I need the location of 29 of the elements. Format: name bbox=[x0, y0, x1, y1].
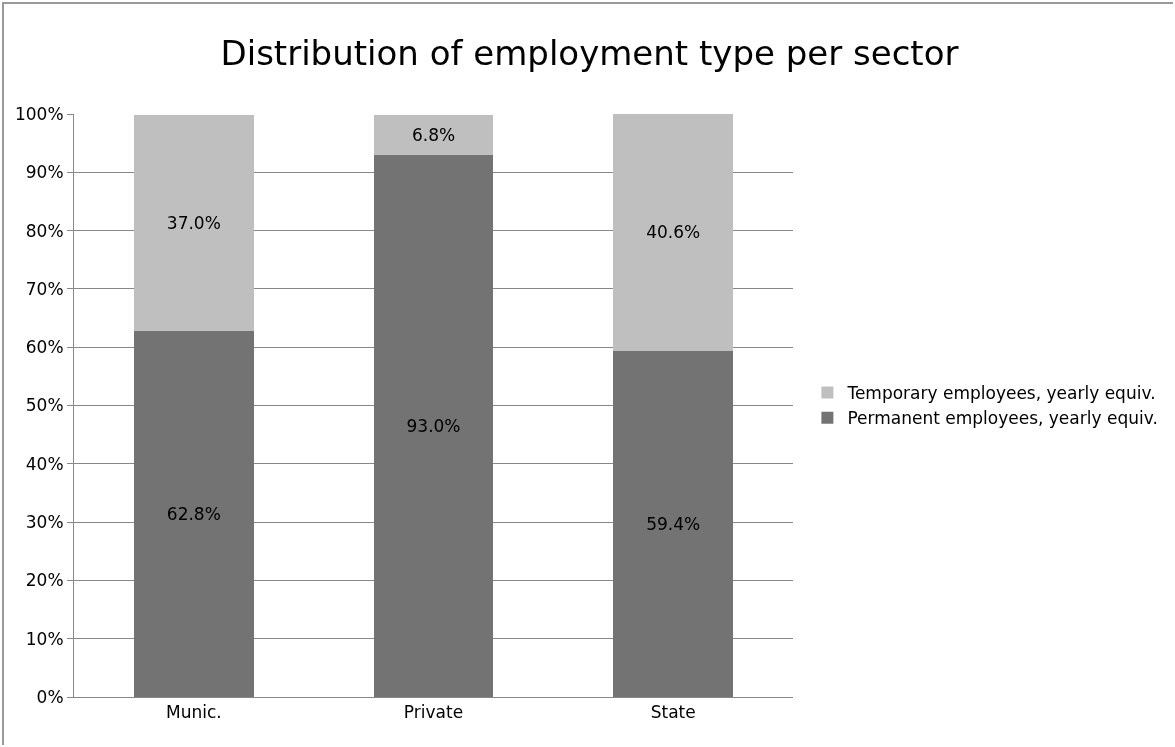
data-label: 37.0% bbox=[166, 213, 221, 234]
bar bbox=[613, 114, 734, 351]
y-tick-label: 60% bbox=[25, 337, 64, 358]
bar bbox=[133, 115, 254, 331]
y-tick-label: 50% bbox=[25, 395, 64, 416]
bar bbox=[373, 115, 494, 155]
x-tick-label: Private bbox=[403, 702, 464, 723]
data-label: 62.8% bbox=[166, 503, 221, 524]
x-tick-label: Munic. bbox=[165, 702, 222, 723]
y-tick-label: 0% bbox=[36, 686, 64, 707]
y-tick-label: 30% bbox=[25, 512, 64, 533]
legend-label: Permanent employees, yearly equiv. bbox=[847, 408, 1158, 429]
y-tick-label: 40% bbox=[25, 453, 64, 474]
bar bbox=[373, 154, 494, 697]
y-tick-label: 100% bbox=[14, 103, 64, 124]
y-tick-label: 10% bbox=[25, 628, 64, 649]
data-label: 6.8% bbox=[411, 124, 456, 145]
y-tick-label: 20% bbox=[25, 570, 64, 591]
y-tick-label: 90% bbox=[25, 162, 64, 183]
data-label: 59.4% bbox=[646, 513, 701, 534]
bar bbox=[613, 350, 734, 697]
legend-label: Temporary employees, yearly equiv. bbox=[846, 383, 1156, 404]
x-tick-label: State bbox=[650, 702, 696, 723]
y-tick-label: 80% bbox=[25, 220, 64, 241]
y-tick-label: 70% bbox=[25, 278, 64, 299]
chart-title: Distribution of employment type per sector bbox=[220, 32, 959, 73]
data-label: 93.0% bbox=[406, 415, 461, 436]
data-label: 40.6% bbox=[646, 222, 701, 243]
bar bbox=[133, 330, 254, 697]
